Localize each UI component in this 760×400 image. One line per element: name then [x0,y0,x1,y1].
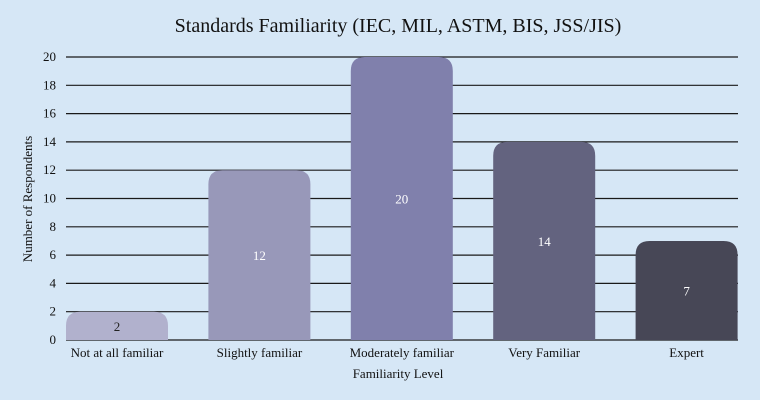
data-label: 12 [253,248,266,263]
y-tick-label: 10 [43,191,56,206]
x-tick-label: Moderately familiar [350,345,455,360]
data-label: 20 [395,192,408,207]
y-tick-label: 20 [43,49,56,64]
y-tick-label: 8 [50,219,57,234]
bar [635,240,738,340]
y-tick-label: 4 [50,275,57,290]
y-tick-label: 12 [43,162,56,177]
y-tick-label: 14 [43,134,57,149]
data-label: 14 [538,234,552,249]
bar [493,141,596,340]
y-axis-label: Number of Respondents [20,136,35,262]
y-tick-label: 0 [50,332,57,347]
x-axis-label: Familiarity Level [353,366,444,381]
bar [66,311,168,340]
x-tick-label: Very Familiar [508,345,581,360]
y-tick-label: 18 [43,77,56,92]
bar [350,57,453,340]
data-label: 2 [114,319,121,334]
chart-title: Standards Familiarity (IEC, MIL, ASTM, B… [175,15,622,37]
x-tick-label: Not at all familiar [71,345,164,360]
y-tick-label: 6 [50,247,57,262]
x-tick-label: Slightly familiar [217,345,303,360]
y-tick-label: 16 [43,106,57,121]
data-label: 7 [683,283,690,298]
y-tick-label: 2 [50,304,57,319]
x-tick-label: Expert [669,345,704,360]
bar [208,170,311,340]
